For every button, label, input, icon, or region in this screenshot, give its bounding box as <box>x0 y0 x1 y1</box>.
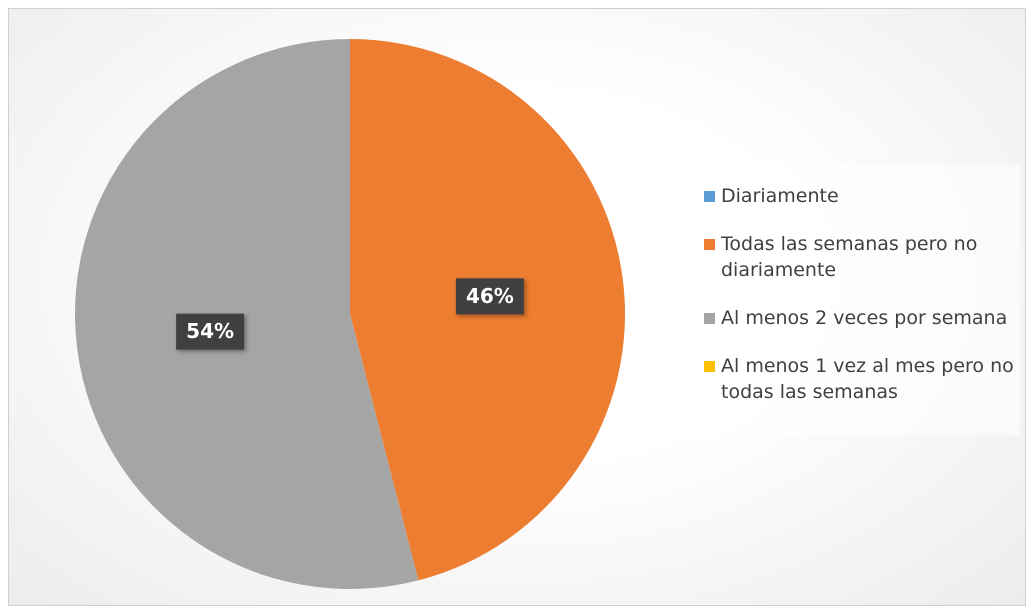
legend-label: Al menos 1 vez al mes pero no todas las … <box>721 355 1014 403</box>
pie-slice <box>75 39 419 589</box>
legend-item: Diariamente <box>704 183 1020 209</box>
legend-label: Diariamente <box>721 185 839 207</box>
legend-label: Al menos 2 veces por semana <box>721 307 1008 329</box>
data-label: 46% <box>466 284 514 308</box>
legend-swatch <box>704 239 715 250</box>
legend: Diariamente Todas las semanas pero no dia… <box>690 165 1020 435</box>
legend-item: Al menos 2 veces por semana <box>704 305 1020 331</box>
legend-label: Todas las semanas pero no diariamente <box>721 233 978 281</box>
legend-swatch <box>704 361 715 372</box>
data-label: 54% <box>186 319 234 343</box>
legend-item: Todas las semanas pero no diariamente <box>704 231 1020 283</box>
legend-swatch <box>704 313 715 324</box>
legend-swatch <box>704 191 715 202</box>
data-label-box <box>455 278 524 315</box>
data-label-box <box>176 313 245 350</box>
legend-item: Al menos 1 vez al mes pero no todas las … <box>704 353 1020 405</box>
